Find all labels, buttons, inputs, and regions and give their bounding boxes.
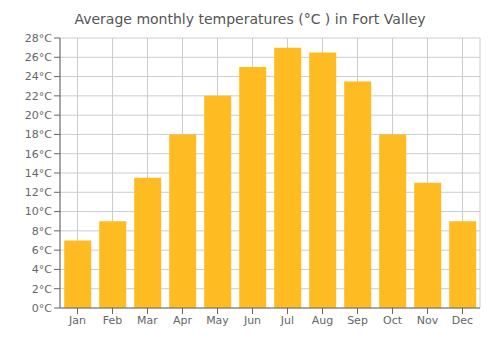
svg-text:May: May bbox=[206, 314, 229, 327]
svg-text:Jan: Jan bbox=[68, 314, 86, 327]
svg-text:Nov: Nov bbox=[417, 314, 439, 327]
svg-text:10°C: 10°C bbox=[25, 205, 52, 218]
html-text:Average monthly temperatures (: Average monthly temperatures (°C ) in Fo… bbox=[74, 11, 426, 27]
svg-text:20°C: 20°C bbox=[25, 109, 52, 122]
svg-text:2°C: 2°C bbox=[32, 283, 52, 296]
svg-text:12°C: 12°C bbox=[25, 186, 52, 199]
svg-text:18°C: 18°C bbox=[25, 128, 52, 141]
svg-text:0°C: 0°C bbox=[32, 302, 52, 315]
svg-text:Dec: Dec bbox=[452, 314, 473, 327]
svg-text:14°C: 14°C bbox=[25, 167, 52, 180]
svg-text:Jun: Jun bbox=[243, 314, 261, 327]
svg-text:22°C: 22°C bbox=[25, 90, 52, 103]
svg-text:Mar: Mar bbox=[137, 314, 158, 327]
svg-text:26°C: 26°C bbox=[25, 51, 52, 64]
svg-text:24°C: 24°C bbox=[25, 70, 52, 83]
svg-text:Aug: Aug bbox=[312, 314, 333, 327]
svg-text:4°C: 4°C bbox=[32, 263, 52, 276]
svg-text:Jul: Jul bbox=[280, 314, 294, 327]
svg-text:16°C: 16°C bbox=[25, 148, 52, 161]
svg-text:Apr: Apr bbox=[173, 314, 193, 327]
svg-text:Oct: Oct bbox=[383, 314, 403, 327]
svg-text:8°C: 8°C bbox=[32, 225, 52, 238]
svg-text:Feb: Feb bbox=[103, 314, 122, 327]
svg-text:Sep: Sep bbox=[347, 314, 368, 327]
svg-text:6°C: 6°C bbox=[32, 244, 52, 257]
svg-text:28°C: 28°C bbox=[25, 32, 52, 45]
